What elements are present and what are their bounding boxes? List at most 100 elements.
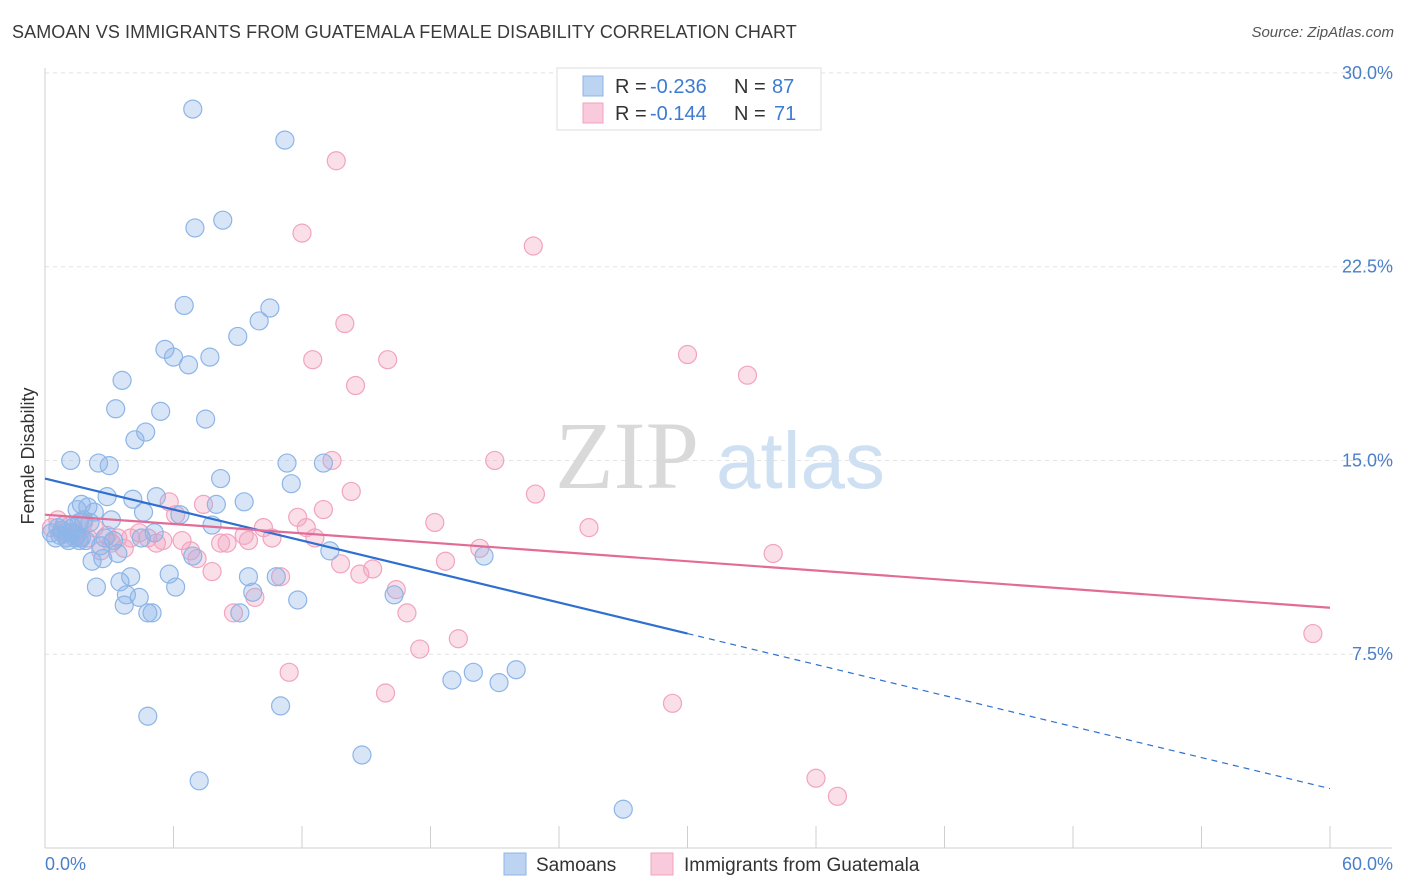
guatemala-point: [279, 662, 299, 682]
samoans-point: [277, 453, 297, 473]
samoans-point: [352, 745, 372, 765]
guatemala-point: [270, 567, 291, 587]
samoans-point: [234, 492, 254, 512]
samoans-trend-extension: [687, 632, 1331, 790]
legend-swatch-samoans: [582, 75, 604, 97]
samoans-point: [270, 696, 291, 716]
legend-bottom-swatch-guatemala: [650, 852, 674, 876]
guatemala-point: [1303, 623, 1323, 644]
guatemala-point: [435, 551, 456, 571]
legend-bottom-label-samoans: Samoans: [536, 855, 616, 876]
guatemala-point: [326, 151, 346, 171]
samoans-point: [131, 528, 151, 548]
legend-r-value-1: -0.236: [650, 76, 707, 98]
legend-r-value-2: -0.144: [650, 103, 707, 125]
y-axis-title: Female Disability: [18, 387, 38, 524]
guatemala-point: [363, 559, 383, 579]
samoans-point: [613, 799, 633, 819]
samoans-point: [97, 487, 117, 507]
samoans-point: [106, 399, 126, 419]
grid-lines: [45, 72, 1392, 655]
watermark: ZIP atlas: [555, 402, 885, 509]
guatemala-point: [330, 554, 351, 574]
guatemala-point: [375, 683, 396, 703]
samoans-point: [136, 422, 156, 442]
guatemala-point: [677, 344, 698, 365]
samoans-point: [99, 456, 119, 476]
samoans-point: [260, 298, 280, 318]
samoans-point: [211, 468, 231, 489]
y-tick-labels: 7.5% 15.0% 22.5% 30.0%: [1342, 63, 1393, 664]
guatemala-point: [827, 786, 848, 806]
guatemala-point: [313, 499, 334, 520]
legend-n-value-1: 87: [772, 76, 794, 98]
samoans-point: [228, 326, 248, 347]
legend-n-label-2: N =: [734, 103, 766, 125]
chart-source: Source: ZipAtlas.com: [1251, 24, 1394, 41]
guatemala-point: [217, 533, 237, 553]
legend-n-value-2: 71: [774, 103, 796, 125]
samoans-point: [463, 662, 483, 682]
samoans-point: [196, 409, 216, 429]
y-tick-label: 7.5%: [1352, 644, 1393, 664]
legend-top: R = -0.236 N = 87 R = -0.144 N = 71: [556, 67, 822, 131]
guatemala-point: [448, 629, 468, 649]
guatemala-point: [303, 350, 323, 370]
x-tick-label: 60.0%: [1342, 854, 1393, 874]
x-tick-label: 0.0%: [45, 854, 86, 874]
samoans-point: [129, 587, 149, 607]
samoans-point: [108, 543, 128, 564]
samoans-point: [170, 505, 190, 525]
y-tick-label: 30.0%: [1342, 63, 1393, 83]
samoans-point: [93, 549, 113, 569]
guatemala-point: [341, 481, 361, 502]
samoans-point: [151, 401, 171, 421]
guatemala-point: [525, 484, 546, 504]
samoans-point: [200, 347, 220, 367]
samoans-point: [174, 295, 194, 316]
samoans-point: [189, 771, 209, 791]
samoans-trend-line: [44, 477, 688, 635]
samoans-point: [112, 370, 132, 390]
guatemala-point: [238, 530, 259, 551]
legend-r-label-2: R =: [615, 103, 647, 125]
samoans-point: [206, 494, 226, 514]
samoans-point: [506, 660, 526, 680]
axes: [44, 68, 1392, 849]
guatemala-point: [662, 693, 683, 713]
samoans-point: [230, 603, 250, 623]
samoans-point: [249, 311, 269, 331]
samoans-point: [133, 502, 154, 522]
samoans-point: [275, 130, 295, 150]
guatemala-point: [335, 313, 355, 334]
series-samoans-points: [41, 99, 633, 819]
samoans-point: [183, 546, 203, 566]
guatemala-point: [223, 603, 244, 623]
samoans-point: [266, 567, 286, 587]
samoans-point: [313, 453, 334, 473]
samoans-point: [238, 567, 259, 587]
samoans-point: [76, 530, 96, 551]
guatemala-point: [763, 543, 783, 564]
samoans-point: [384, 585, 404, 605]
samoans-point: [288, 590, 308, 610]
y-tick-label: 22.5%: [1342, 257, 1393, 277]
guatemala-point: [114, 538, 134, 558]
samoans-point: [442, 670, 462, 690]
samoans-point: [281, 474, 301, 494]
legend-bottom-label-guatemala: Immigrants from Guatemala: [684, 855, 920, 876]
chart-title: SAMOAN VS IMMIGRANTS FROM GUATEMALA FEMA…: [12, 22, 797, 42]
guatemala-trend-line: [44, 513, 1331, 609]
samoans-point: [78, 497, 98, 517]
trend-lines: [44, 477, 1331, 790]
guatemala-point: [425, 512, 445, 533]
samoans-point: [474, 546, 494, 566]
guatemala-point: [485, 450, 505, 471]
y-tick-label: 15.0%: [1342, 450, 1393, 470]
x-tick-labels: 0.0% 60.0%: [45, 854, 1393, 874]
samoans-point: [185, 218, 205, 238]
guatemala-point: [397, 603, 417, 623]
samoans-point: [144, 523, 164, 543]
samoans-point: [121, 567, 141, 587]
